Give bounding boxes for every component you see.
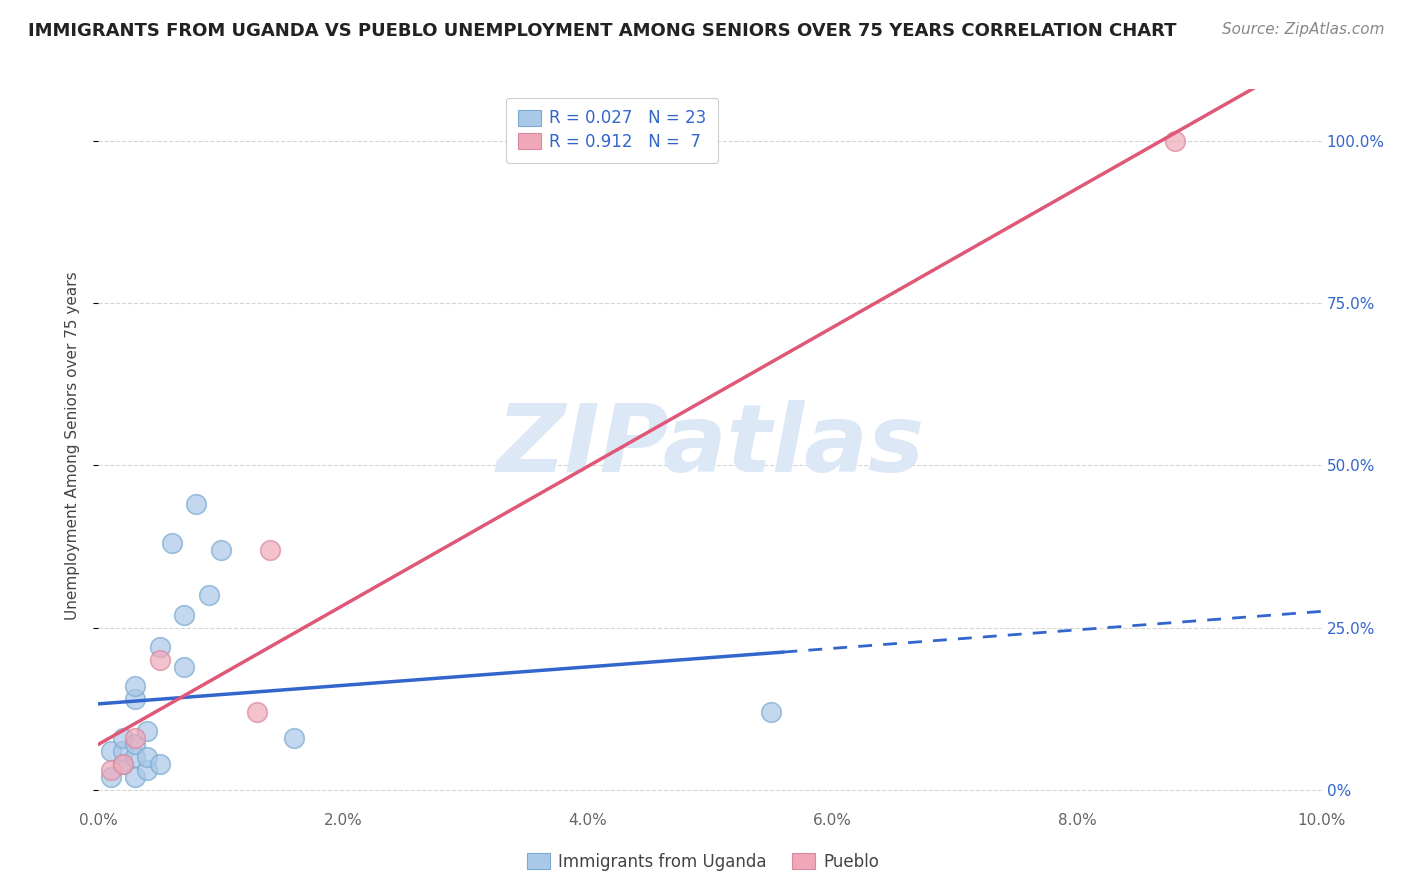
Point: [124, 738, 146, 752]
Point: [759, 705, 782, 719]
Point: [259, 542, 281, 557]
Point: [111, 731, 134, 745]
Point: [197, 588, 219, 602]
Point: [149, 756, 172, 771]
Point: [111, 756, 134, 771]
Point: [246, 705, 269, 719]
Point: [283, 731, 305, 745]
Point: [1164, 134, 1187, 148]
Point: [111, 744, 134, 758]
Legend: R = 0.027   N = 23, R = 0.912   N =  7: R = 0.027 N = 23, R = 0.912 N = 7: [506, 97, 718, 162]
Point: [136, 750, 159, 764]
Point: [173, 607, 195, 622]
Point: [100, 764, 122, 778]
Point: [100, 770, 122, 784]
Point: [136, 764, 159, 778]
Y-axis label: Unemployment Among Seniors over 75 years: Unemployment Among Seniors over 75 years: [65, 272, 80, 620]
Text: Source: ZipAtlas.com: Source: ZipAtlas.com: [1222, 22, 1385, 37]
Point: [111, 756, 134, 771]
Point: [209, 542, 232, 557]
Point: [124, 692, 146, 706]
Point: [186, 497, 208, 511]
Point: [160, 536, 183, 550]
Point: [124, 770, 146, 784]
Text: ZIPatlas: ZIPatlas: [496, 400, 924, 492]
Point: [124, 750, 146, 764]
Point: [136, 724, 159, 739]
Point: [173, 659, 195, 673]
Point: [149, 653, 172, 667]
Point: [124, 679, 146, 693]
Point: [149, 640, 172, 654]
Legend: Immigrants from Uganda, Pueblo: Immigrants from Uganda, Pueblo: [519, 845, 887, 880]
Point: [100, 744, 122, 758]
Text: IMMIGRANTS FROM UGANDA VS PUEBLO UNEMPLOYMENT AMONG SENIORS OVER 75 YEARS CORREL: IMMIGRANTS FROM UGANDA VS PUEBLO UNEMPLO…: [28, 22, 1177, 40]
Point: [124, 731, 146, 745]
